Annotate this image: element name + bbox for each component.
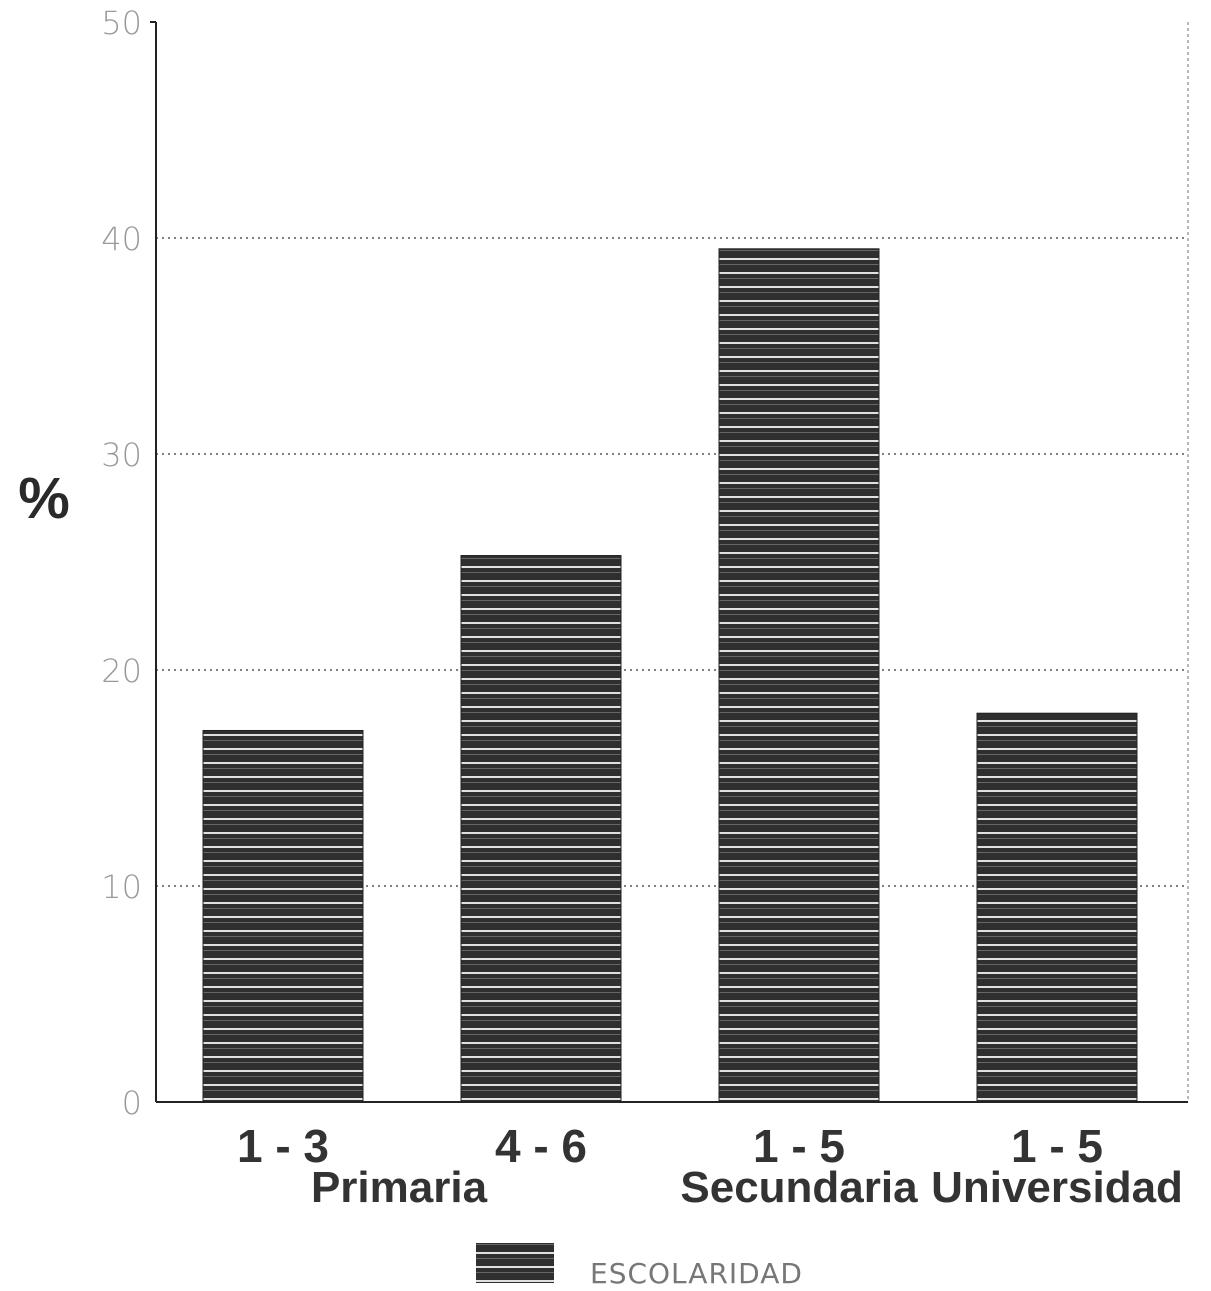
y-tick-label-0: 0 (122, 1084, 142, 1122)
y-tick-label-20: 20 (101, 652, 142, 690)
x-tick-label-2: 1 - 5 (753, 1120, 845, 1172)
bars (202, 248, 1138, 1103)
axes (150, 21, 1189, 1103)
y-axis-label: % (18, 466, 70, 531)
bar-1 (460, 555, 622, 1103)
x-tick-label-1: 4 - 6 (495, 1120, 587, 1172)
y-tick-label-10: 10 (101, 868, 142, 906)
bar-2 (718, 248, 880, 1103)
legend-label: ESCOLARIDAD (590, 1257, 803, 1290)
x-tick-label-0: 1 - 3 (237, 1120, 329, 1172)
y-tick-labels: 0 10 20 30 40 50 (101, 4, 142, 1122)
x-group-label-2: Secundaria (680, 1163, 918, 1212)
y-tick-label-50: 50 (101, 4, 142, 42)
x-group-label-3: Universidad (931, 1163, 1183, 1212)
x-tick-label-3: 1 - 5 (1011, 1120, 1103, 1172)
y-tick-label-30: 30 (101, 436, 142, 474)
bar-3 (976, 712, 1138, 1103)
x-group-label-0: Primaria (311, 1163, 488, 1212)
y-tick-label-40: 40 (101, 220, 142, 258)
bar-0 (202, 729, 364, 1103)
legend-swatch (476, 1243, 554, 1283)
legend: ESCOLARIDAD (476, 1243, 803, 1290)
